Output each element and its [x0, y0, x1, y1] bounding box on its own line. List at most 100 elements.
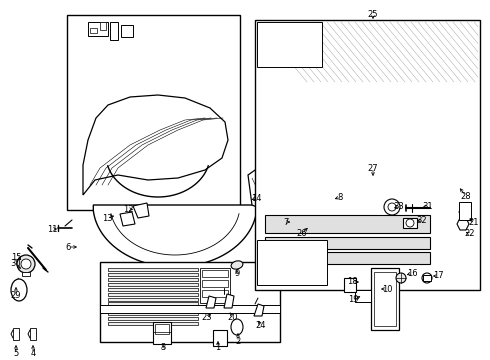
- Text: 33: 33: [393, 202, 404, 211]
- Circle shape: [388, 203, 396, 211]
- Circle shape: [396, 273, 406, 283]
- Bar: [319, 194, 339, 209]
- Text: 4: 4: [30, 350, 36, 359]
- Polygon shape: [459, 206, 470, 218]
- Ellipse shape: [231, 319, 243, 335]
- Text: 14: 14: [251, 194, 261, 202]
- Text: 8: 8: [337, 193, 343, 202]
- Text: 23: 23: [202, 314, 212, 323]
- Circle shape: [422, 273, 432, 283]
- Bar: [108, 298, 198, 301]
- Bar: [108, 317, 198, 320]
- Polygon shape: [344, 278, 356, 292]
- Text: 7: 7: [283, 217, 289, 226]
- Bar: [265, 237, 430, 249]
- Text: 12: 12: [123, 204, 133, 213]
- Circle shape: [21, 259, 31, 269]
- Bar: [110, 22, 118, 40]
- Bar: [100, 22, 106, 30]
- Text: 13: 13: [102, 213, 112, 222]
- Text: 11: 11: [47, 225, 57, 234]
- Bar: [22, 272, 30, 276]
- Polygon shape: [206, 296, 216, 308]
- Bar: [30, 328, 36, 340]
- Bar: [108, 312, 198, 315]
- Bar: [100, 262, 280, 342]
- Bar: [108, 283, 198, 286]
- Bar: [202, 270, 228, 277]
- Text: 32: 32: [416, 216, 427, 225]
- Text: 21: 21: [469, 217, 479, 226]
- Polygon shape: [252, 184, 264, 202]
- Text: 27: 27: [368, 163, 378, 172]
- Polygon shape: [11, 330, 19, 338]
- Polygon shape: [254, 304, 264, 316]
- Bar: [108, 307, 198, 310]
- Bar: [403, 218, 417, 228]
- Text: 9: 9: [234, 270, 240, 279]
- Ellipse shape: [11, 279, 27, 301]
- Bar: [67, 15, 240, 210]
- Text: 5: 5: [13, 350, 19, 359]
- Bar: [202, 280, 228, 287]
- Bar: [265, 215, 430, 233]
- Polygon shape: [133, 203, 149, 218]
- Bar: [371, 268, 399, 330]
- Bar: [108, 288, 198, 291]
- Bar: [108, 278, 198, 281]
- Bar: [108, 322, 198, 325]
- Text: 30: 30: [11, 260, 21, 269]
- Bar: [374, 272, 396, 326]
- Text: 17: 17: [433, 271, 443, 280]
- Text: 19: 19: [348, 296, 358, 305]
- Polygon shape: [28, 330, 36, 338]
- Text: 22: 22: [465, 230, 475, 239]
- Text: 24: 24: [256, 321, 266, 330]
- Text: 2: 2: [235, 338, 241, 346]
- Circle shape: [406, 219, 414, 227]
- Text: 31: 31: [423, 202, 433, 211]
- Text: 25: 25: [368, 9, 378, 18]
- Bar: [108, 302, 198, 305]
- Bar: [100, 305, 280, 313]
- Bar: [255, 20, 480, 290]
- Bar: [202, 290, 228, 297]
- Text: 15: 15: [11, 252, 21, 261]
- Text: 1: 1: [216, 343, 220, 352]
- Polygon shape: [224, 294, 234, 308]
- Text: 6: 6: [65, 243, 71, 252]
- Polygon shape: [83, 95, 228, 195]
- Bar: [423, 275, 431, 281]
- Bar: [121, 25, 133, 37]
- Text: 29: 29: [11, 292, 21, 301]
- Polygon shape: [120, 212, 135, 226]
- Bar: [90, 28, 97, 33]
- Bar: [355, 290, 371, 302]
- Text: 10: 10: [382, 284, 392, 293]
- Bar: [13, 328, 19, 340]
- Text: 20: 20: [228, 312, 238, 321]
- Text: 28: 28: [461, 192, 471, 201]
- Bar: [155, 324, 169, 334]
- Bar: [88, 22, 108, 36]
- Bar: [108, 268, 198, 271]
- Polygon shape: [93, 205, 257, 267]
- Bar: [200, 268, 230, 303]
- Bar: [108, 273, 198, 276]
- Text: 18: 18: [347, 278, 357, 287]
- Text: 26: 26: [296, 229, 307, 238]
- Text: 3: 3: [160, 343, 166, 352]
- Bar: [257, 240, 327, 285]
- Polygon shape: [248, 152, 280, 210]
- Bar: [108, 293, 198, 296]
- Bar: [265, 252, 430, 264]
- Bar: [153, 322, 171, 344]
- Circle shape: [17, 255, 35, 273]
- Bar: [213, 330, 227, 346]
- Ellipse shape: [231, 261, 243, 269]
- Bar: [459, 202, 471, 220]
- Polygon shape: [457, 218, 469, 230]
- Bar: [257, 22, 322, 67]
- Text: 16: 16: [407, 269, 417, 278]
- Circle shape: [384, 199, 400, 215]
